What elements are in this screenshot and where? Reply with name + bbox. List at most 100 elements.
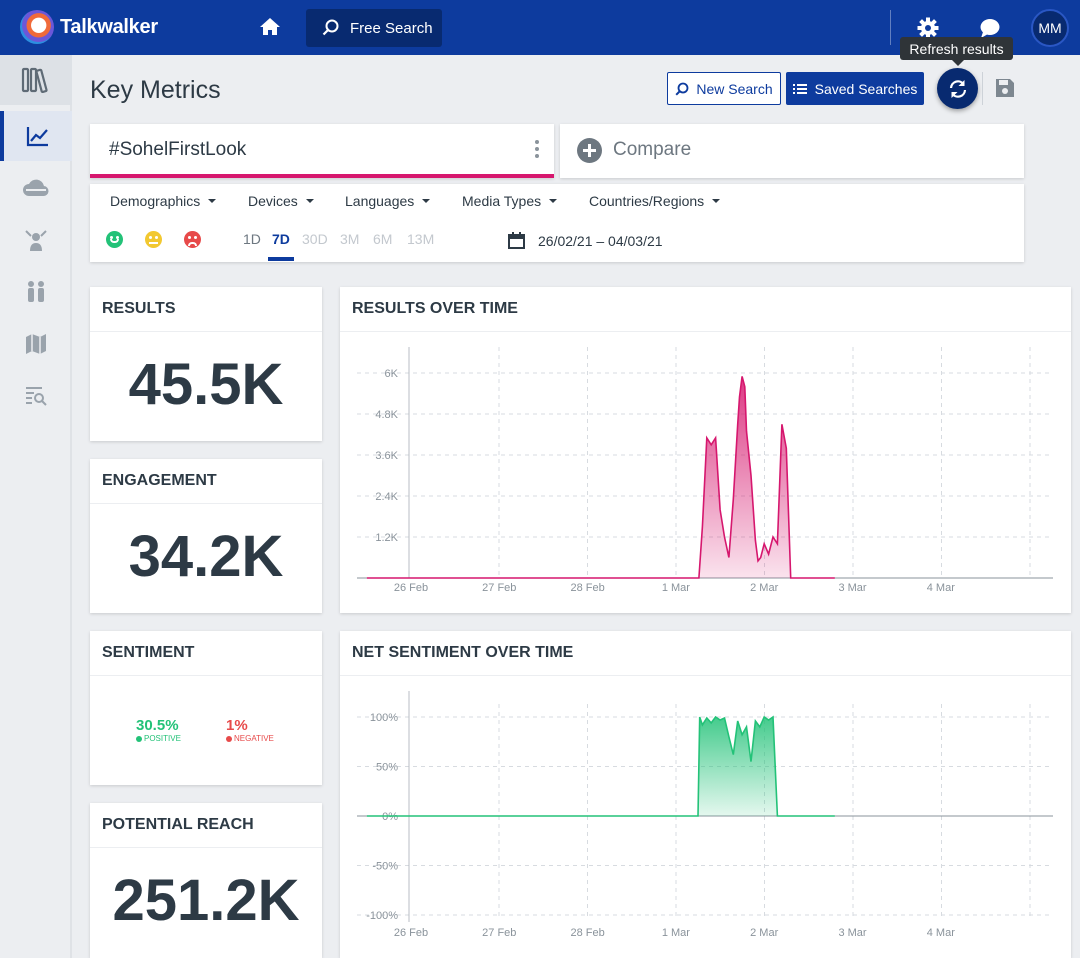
caret-down-icon xyxy=(712,199,721,203)
library-icon xyxy=(21,67,48,94)
neutral-sentiment-icon[interactable] xyxy=(145,231,162,248)
save-icon[interactable] xyxy=(994,77,1016,99)
sidebar-item-demographics[interactable] xyxy=(0,267,72,317)
positive-sentiment-icon[interactable] xyxy=(106,231,123,248)
caret-down-icon xyxy=(549,199,558,203)
card-title: POTENTIAL REACH xyxy=(102,816,254,833)
demographics-dropdown[interactable]: Demographics xyxy=(110,193,217,209)
date-range-picker[interactable]: 26/02/21 – 04/03/21 xyxy=(508,232,663,249)
search-icon xyxy=(322,19,339,36)
page-title: Key Metrics xyxy=(90,76,221,104)
negative-label-text: NEGATIVE xyxy=(234,734,274,743)
results-over-time-chart: 1.2K 2.4K 3.6K 4.8K 6K 26 Feb 27 Feb 28 Feb 1 Ma… xyxy=(357,347,1053,594)
free-search-button[interactable]: Free Search xyxy=(306,9,442,47)
dropdown-label: Languages xyxy=(345,193,415,209)
list-search-icon xyxy=(26,387,47,406)
divider xyxy=(890,10,891,45)
results-card: RESULTS 45.5K xyxy=(90,287,322,441)
chart-title: RESULTS OVER TIME xyxy=(352,300,518,317)
x-tick-label: 1 Mar xyxy=(662,582,690,594)
net-sentiment-over-time-chart: 100% 50% 0% -50% -100% 26 Feb 27 Feb 28 Feb 1 Ma… xyxy=(357,691,1053,939)
x-tick-label: 2 Mar xyxy=(750,927,778,939)
negative-value: 1% xyxy=(226,717,248,734)
home-icon[interactable] xyxy=(258,14,282,40)
divider xyxy=(90,675,322,676)
dropdown-label: Demographics xyxy=(110,193,201,209)
period-7d[interactable]: 7D xyxy=(272,231,290,247)
positive-label-text: POSITIVE xyxy=(144,734,181,743)
refresh-button[interactable] xyxy=(937,68,978,109)
sidebar-item-library[interactable] xyxy=(0,55,72,105)
user-avatar[interactable]: MM xyxy=(1031,9,1069,47)
devices-dropdown[interactable]: Devices xyxy=(248,193,314,209)
trend-chart-icon xyxy=(26,127,48,147)
divider xyxy=(90,847,322,848)
sidebar-item-influencers[interactable] xyxy=(0,215,72,265)
add-icon xyxy=(577,138,602,163)
period-3m[interactable]: 3M xyxy=(340,231,360,247)
positive-value: 30.5% xyxy=(136,717,179,734)
series-area xyxy=(366,376,835,578)
influencer-icon xyxy=(25,230,47,251)
x-tick-label: 4 Mar xyxy=(927,927,955,939)
period-1d[interactable]: 1D xyxy=(243,231,261,247)
date-range-label: 26/02/21 – 04/03/21 xyxy=(538,232,663,249)
selected-period-indicator xyxy=(268,257,294,261)
series-line xyxy=(366,715,835,817)
query-name: #SohelFirstLook xyxy=(109,139,247,160)
top-navigation-bar: Talkwalker Free Search MM xyxy=(0,0,1080,55)
divider xyxy=(340,331,1071,332)
negative-dot-icon xyxy=(226,735,232,742)
results-over-time-card: RESULTS OVER TIME 1.2K 2.4K 3.6K 4.8K 6K 26 F… xyxy=(340,287,1071,613)
y-tick-label: 1.2K xyxy=(375,532,398,544)
sidebar-item-key-metrics[interactable] xyxy=(0,111,72,161)
divider xyxy=(340,675,1071,676)
calendar-icon xyxy=(508,232,525,249)
period-13m[interactable]: 13M xyxy=(407,231,435,247)
refresh-tooltip: Refresh results xyxy=(900,37,1013,66)
chart-grid xyxy=(357,704,1053,916)
list-icon xyxy=(792,83,807,94)
media-types-dropdown[interactable]: Media Types xyxy=(462,193,558,209)
sidebar-item-map[interactable] xyxy=(0,319,72,369)
caret-down-icon xyxy=(305,199,314,203)
saved-searches-button[interactable]: Saved Searches xyxy=(786,72,924,105)
query-tab[interactable]: #SohelFirstLook xyxy=(90,124,554,178)
saved-searches-label: Saved Searches xyxy=(814,80,918,97)
dropdown-label: Devices xyxy=(248,193,298,209)
y-tick-label: 3.6K xyxy=(375,450,398,462)
y-tick-label: 6K xyxy=(385,368,399,380)
talkwalker-logo[interactable]: Talkwalker xyxy=(20,10,158,44)
sidebar-item-themes[interactable] xyxy=(0,163,72,213)
negative-sentiment-icon[interactable] xyxy=(184,231,201,248)
period-30d[interactable]: 30D xyxy=(302,231,328,247)
divider xyxy=(90,503,322,504)
new-search-label: New Search xyxy=(696,80,773,97)
countries-regions-dropdown[interactable]: Countries/Regions xyxy=(589,193,721,209)
period-6m[interactable]: 6M xyxy=(373,231,393,247)
sidebar-item-search-results[interactable] xyxy=(0,371,72,421)
more-options-icon[interactable] xyxy=(534,139,540,159)
compare-tab[interactable]: Compare xyxy=(560,124,1024,178)
x-tick-label: 28 Feb xyxy=(570,927,604,939)
potential-reach-value: 251.2K xyxy=(112,868,300,933)
search-icon xyxy=(675,82,689,96)
y-tick-label: 2.4K xyxy=(375,491,398,503)
people-icon xyxy=(28,281,44,302)
engagement-value: 34.2K xyxy=(128,524,284,589)
negative-label: NEGATIVE xyxy=(226,734,274,743)
x-tick-label: 28 Feb xyxy=(570,582,604,594)
chat-icon[interactable] xyxy=(978,16,1002,40)
x-tick-label: 26 Feb xyxy=(394,927,428,939)
sidebar xyxy=(0,55,72,958)
x-tick-label: 3 Mar xyxy=(838,582,866,594)
gear-icon[interactable] xyxy=(916,16,940,40)
logo-icon xyxy=(20,10,54,44)
languages-dropdown[interactable]: Languages xyxy=(345,193,431,209)
positive-label: POSITIVE xyxy=(136,734,181,743)
dropdown-label: Countries/Regions xyxy=(589,193,705,209)
caret-down-icon xyxy=(208,199,217,203)
new-search-button[interactable]: New Search xyxy=(667,72,781,105)
card-title: RESULTS xyxy=(102,300,176,317)
x-tick-label: 1 Mar xyxy=(662,927,690,939)
